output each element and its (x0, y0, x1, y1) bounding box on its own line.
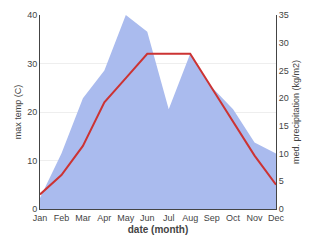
svg-text:date (month): date (month) (128, 224, 189, 235)
svg-text:Sep: Sep (204, 213, 220, 223)
svg-text:med. precipitation (kg/m2): med. precipitation (kg/m2) (291, 60, 301, 164)
svg-text:Jun: Jun (140, 213, 155, 223)
svg-text:max temp (C): max temp (C) (13, 85, 23, 140)
svg-text:30: 30 (279, 38, 289, 48)
svg-text:0: 0 (279, 204, 284, 214)
svg-text:Aug: Aug (182, 213, 198, 223)
svg-text:10: 10 (279, 149, 289, 159)
svg-text:Nov: Nov (247, 213, 264, 223)
svg-text:Mar: Mar (75, 213, 91, 223)
svg-text:35: 35 (279, 10, 289, 20)
svg-text:25: 25 (279, 66, 289, 76)
svg-text:40: 40 (27, 10, 37, 20)
svg-text:20: 20 (279, 93, 289, 103)
svg-text:0: 0 (32, 204, 37, 214)
svg-text:May: May (117, 213, 135, 223)
svg-text:Jul: Jul (163, 213, 175, 223)
svg-text:Dec: Dec (268, 213, 285, 223)
svg-text:Feb: Feb (54, 213, 70, 223)
svg-text:30: 30 (27, 59, 37, 69)
svg-text:Oct: Oct (226, 213, 241, 223)
svg-text:20: 20 (27, 107, 37, 117)
svg-text:Apr: Apr (97, 213, 111, 223)
svg-text:15: 15 (279, 121, 289, 131)
svg-text:10: 10 (27, 156, 37, 166)
svg-text:5: 5 (279, 176, 284, 186)
svg-text:Jan: Jan (33, 213, 48, 223)
